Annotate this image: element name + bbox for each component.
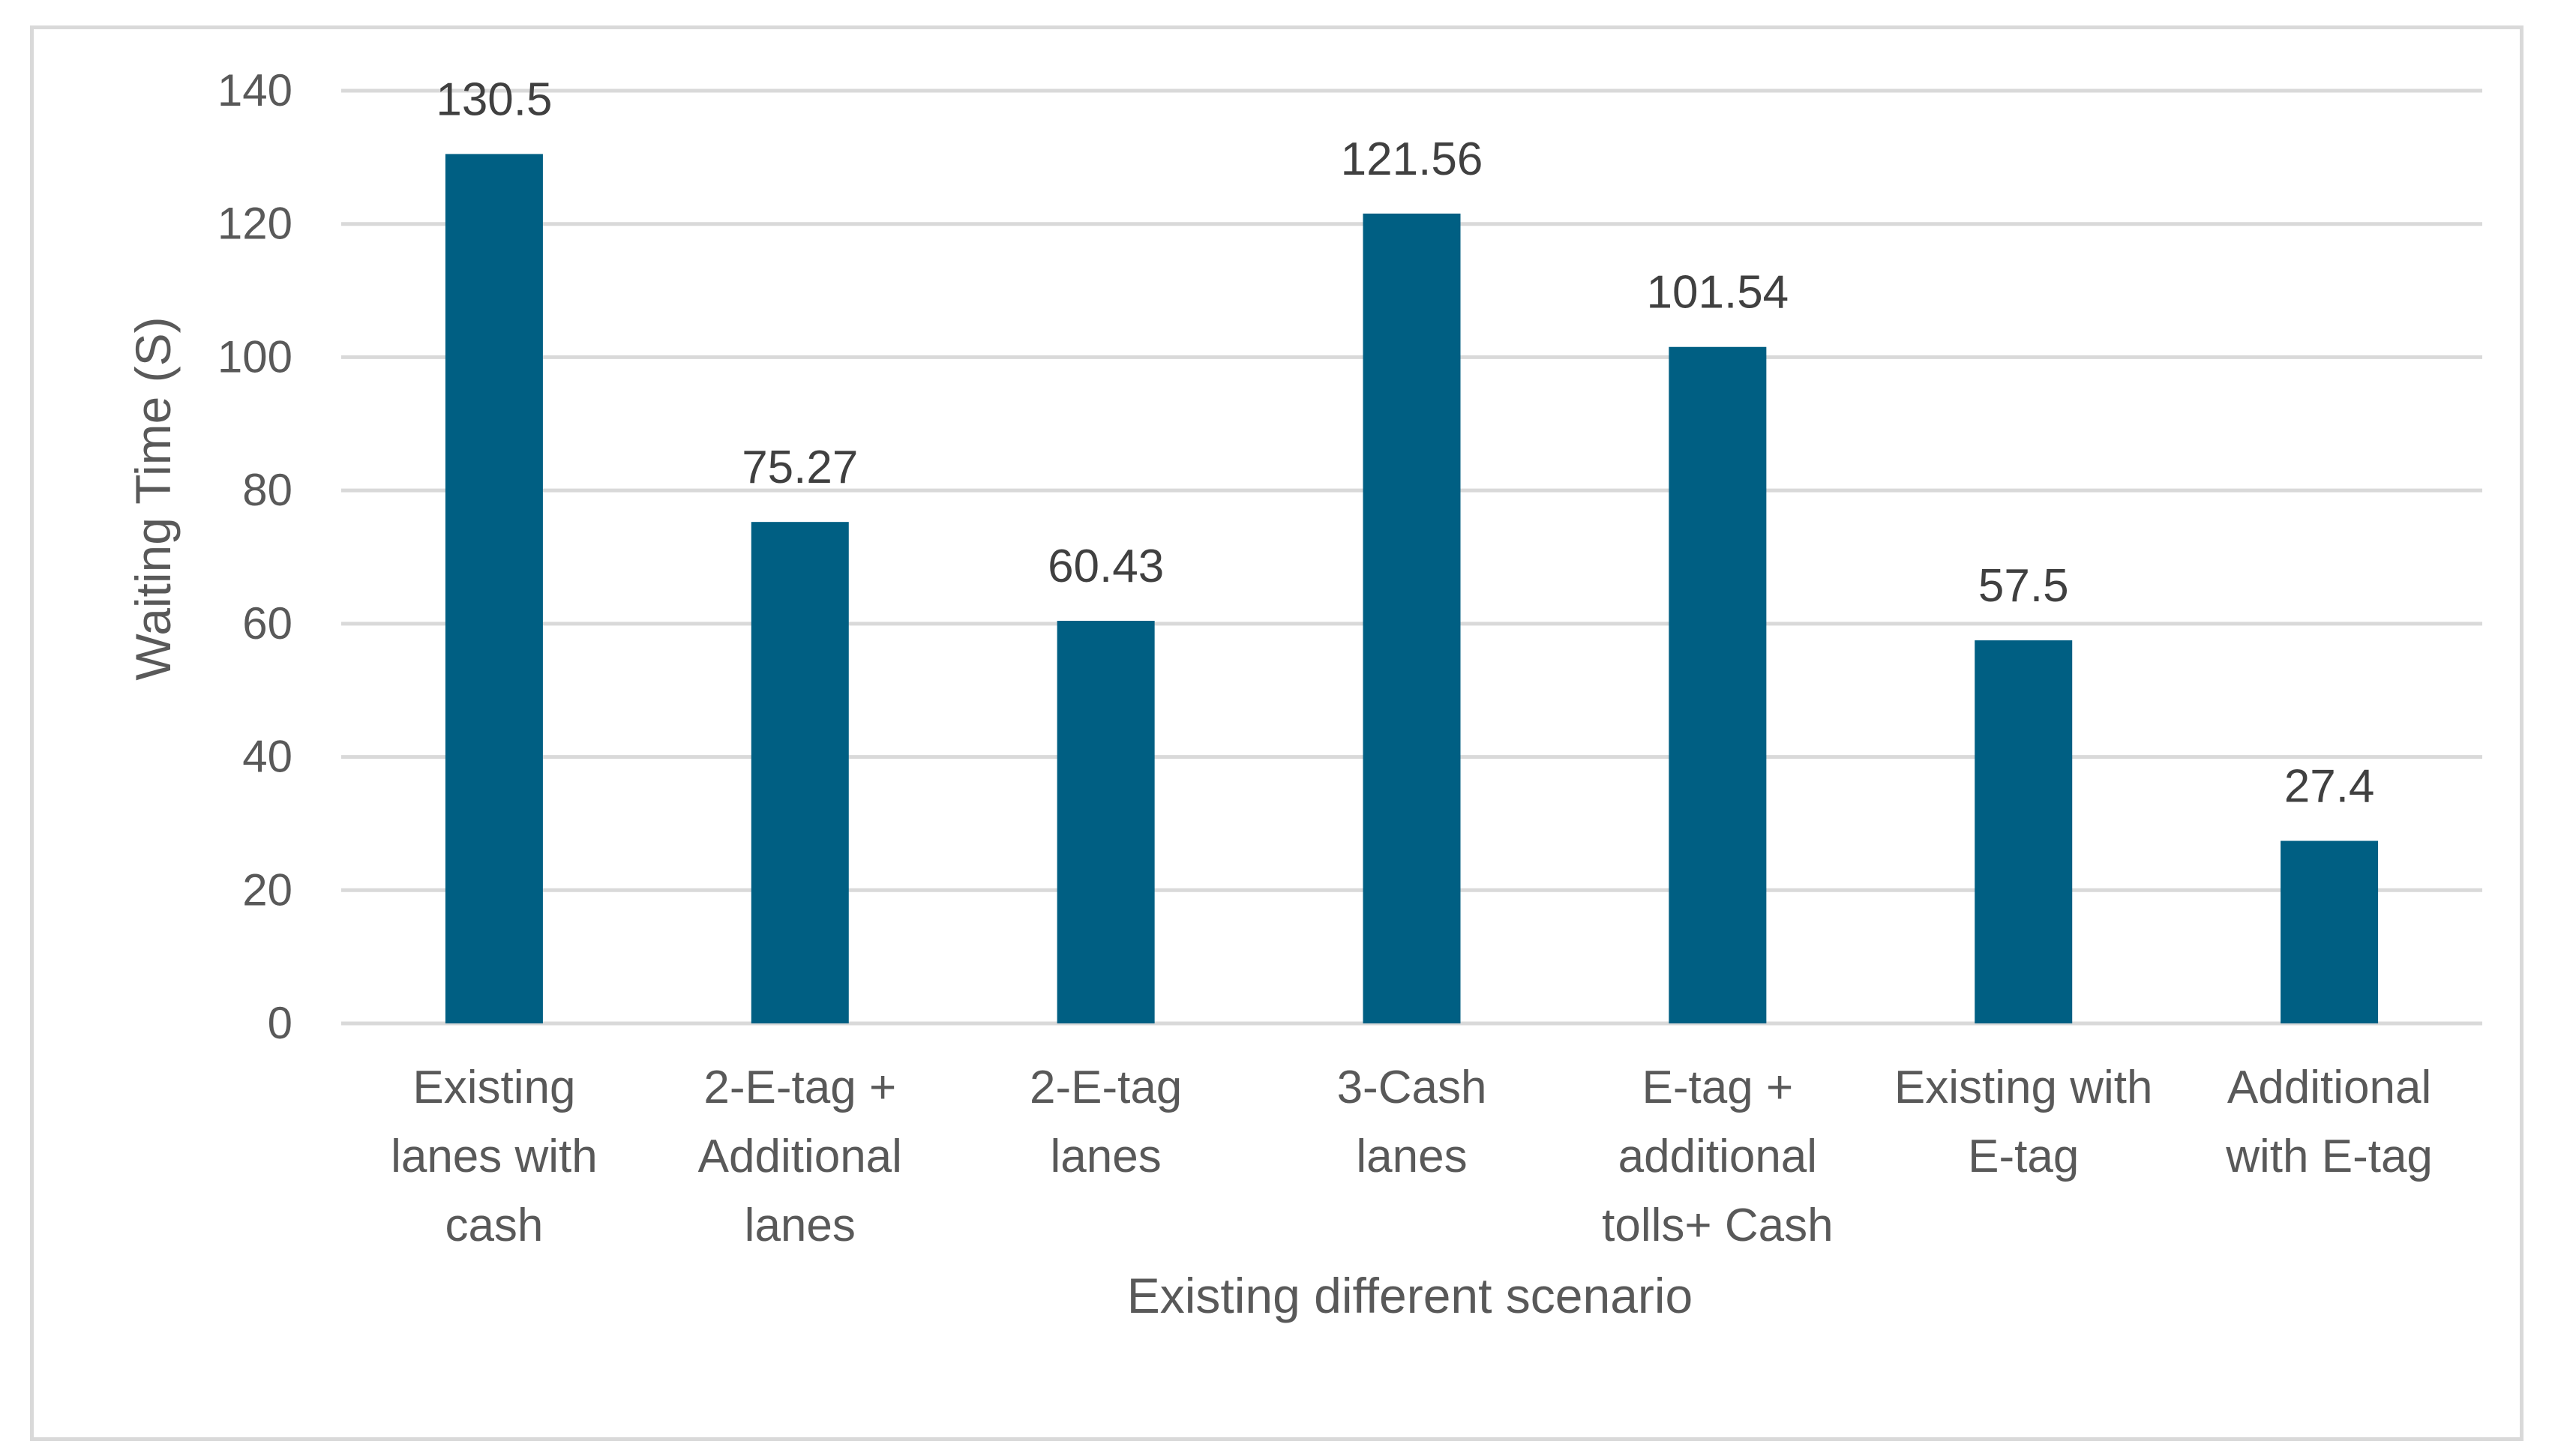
category-label: Existing with E-tag [1894, 1062, 2153, 1182]
chart-frame: 130.5 75.27 60.43 121.56 101.54 57.5 27.4 0 20 4… [30, 25, 2524, 1441]
category-label-line: Existing [412, 1062, 575, 1113]
data-label: 57.5 [1978, 560, 2069, 612]
x-axis-title: Existing different scenario [1127, 1268, 1693, 1323]
y-tick-label: 80 [242, 465, 292, 515]
bar [1669, 346, 1767, 1023]
category-label-line: tolls+ Cash [1602, 1200, 1833, 1251]
y-tick-label: 40 [242, 732, 292, 782]
bar [1363, 213, 1461, 1024]
category-label: Existing lanes with cash [391, 1062, 598, 1251]
y-tick-label: 140 [217, 65, 292, 115]
y-tick-label: 20 [242, 864, 292, 915]
category-label-line: 3-Cash [1337, 1062, 1487, 1113]
category-label-line: E-tag + [1642, 1062, 1794, 1113]
data-label: 75.27 [742, 442, 858, 493]
category-label: Additional with E-tag [2225, 1062, 2433, 1182]
bars [445, 154, 2379, 1024]
category-label-line: cash [445, 1200, 543, 1251]
category-label-line: E-tag [1968, 1131, 2079, 1182]
category-label: 3-Cash lanes [1337, 1062, 1487, 1182]
bar [1975, 640, 2073, 1023]
bar-chart: 130.5 75.27 60.43 121.56 101.54 57.5 27.4 0 20 4… [125, 65, 2482, 1323]
data-label: 101.54 [1647, 267, 1789, 319]
data-label: 130.5 [436, 73, 552, 125]
y-tick-label: 60 [242, 598, 292, 649]
category-label-line: 2-E-tag + [703, 1062, 896, 1113]
category-label-line: lanes [1356, 1131, 1467, 1182]
y-axis-title: Waiting Time (S) [125, 316, 181, 680]
category-label-line: Existing with [1894, 1062, 2153, 1113]
y-tick-label: 120 [217, 199, 292, 249]
category-label-line: Additional [2227, 1062, 2431, 1113]
category-label: 2-E-tag lanes [1030, 1062, 1182, 1182]
category-label-line: lanes with [391, 1131, 598, 1182]
bar [751, 522, 849, 1023]
bar [445, 154, 543, 1023]
category-label-line: Additional [698, 1131, 902, 1182]
y-axis-ticks: 0 20 40 60 80 100 120 140 [217, 65, 292, 1048]
data-label: 27.4 [2284, 761, 2375, 813]
category-label: E-tag + additional tolls+ Cash [1602, 1062, 1833, 1251]
bar [2281, 840, 2379, 1023]
category-label-line: 2-E-tag [1030, 1062, 1182, 1113]
x-axis-categories: Existing lanes with cash 2-E-tag + Additiona… [391, 1062, 2433, 1251]
category-label-line: with E-tag [2225, 1131, 2433, 1182]
data-labels: 130.5 75.27 60.43 121.56 101.54 57.5 27.4 [436, 73, 2374, 812]
data-label: 60.43 [1048, 541, 1164, 592]
data-label: 121.56 [1341, 133, 1483, 185]
y-tick-label: 0 [268, 998, 292, 1048]
category-label-line: lanes [1051, 1131, 1162, 1182]
bar [1057, 621, 1155, 1023]
category-label-line: additional [1618, 1131, 1817, 1182]
category-label-line: lanes [745, 1200, 856, 1251]
y-tick-label: 100 [217, 331, 292, 382]
category-label: 2-E-tag + Additional lanes [698, 1062, 902, 1251]
